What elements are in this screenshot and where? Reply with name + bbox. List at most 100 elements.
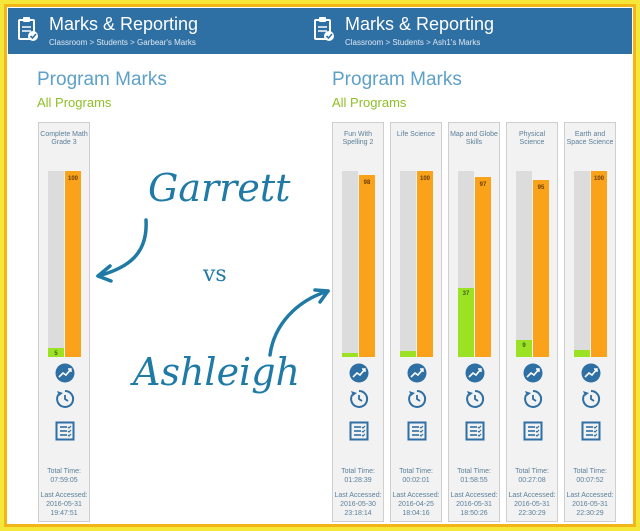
report-list-icon[interactable]	[581, 421, 601, 441]
progress-bar-green	[574, 350, 590, 357]
page-title: Marks & Reporting	[49, 14, 199, 34]
progress-bar-orange: 95	[533, 180, 549, 357]
trend-chart-icon[interactable]	[523, 363, 543, 383]
history-icon[interactable]	[581, 389, 601, 409]
program-name: Fun With Spelling 2	[342, 131, 374, 146]
program-card[interactable]: Complete Math Grade 3 5 100 Total Time: 07:5…	[38, 122, 90, 522]
trend-chart-icon[interactable]	[465, 363, 485, 383]
green-value: 5	[54, 351, 58, 357]
total-time-value: 01:28:39	[344, 477, 372, 484]
app-header: Marks & Reporting Classroom > Students >…	[8, 8, 304, 54]
report-list-icon[interactable]	[407, 421, 427, 441]
progress-bar-green: 37	[458, 288, 474, 357]
progress-track	[574, 171, 590, 357]
program-card[interactable]: Map and Globe Skills 37 97 Total Time: 01:58…	[448, 122, 500, 522]
program-name: Complete Math Grade 3	[40, 131, 88, 146]
progress-bar-green	[400, 351, 416, 357]
report-list-icon[interactable]	[55, 421, 75, 441]
curved-arrow-icon	[96, 218, 148, 283]
progress-track	[48, 171, 64, 357]
orange-value: 95	[537, 185, 545, 191]
progress-bar-green: 5	[48, 348, 64, 357]
last-accessed-time: 18:50:26	[460, 510, 488, 517]
last-accessed-time: 18:04:16	[402, 510, 430, 517]
report-list-icon[interactable]	[523, 421, 543, 441]
name-garrett: Garrett	[148, 166, 291, 210]
program-name: Earth and Space Science	[566, 131, 614, 146]
program-name: Map and Globe Skills	[450, 131, 498, 146]
history-icon[interactable]	[523, 389, 543, 409]
total-time-value: 01:58:55	[460, 477, 488, 484]
program-card[interactable]: Life Science 100 Total Time: 00:02:01 Last A…	[390, 122, 442, 522]
program-name: Physical Science	[518, 131, 546, 146]
total-time-label: Total Time:	[399, 468, 433, 475]
progress-track	[342, 171, 358, 357]
orange-value: 100	[419, 176, 430, 182]
last-accessed-label: Last Accessed:	[392, 492, 440, 499]
history-icon[interactable]	[465, 389, 485, 409]
last-accessed-time: 22:30:29	[576, 510, 604, 517]
history-icon[interactable]	[55, 389, 75, 409]
last-accessed-time: 22:30:29	[518, 510, 546, 517]
last-accessed-label: Last Accessed:	[566, 492, 614, 499]
trend-chart-icon[interactable]	[55, 363, 75, 383]
trend-chart-icon[interactable]	[581, 363, 601, 383]
progress-bar-orange: 100	[65, 171, 81, 357]
programs-filter[interactable]: All Programs	[332, 95, 407, 110]
program-card[interactable]: Fun With Spelling 2 98 Total Time: 01:28:39…	[332, 122, 384, 522]
history-icon[interactable]	[349, 389, 369, 409]
progress-bar-green	[342, 353, 358, 357]
inner-frame	[4, 4, 636, 527]
clipboard-check-icon[interactable]	[313, 16, 335, 42]
breadcrumb[interactable]: Classroom > Students > Ash1's Marks	[345, 38, 481, 47]
last-accessed-date: 2016-05-31	[46, 501, 82, 508]
orange-value: 97	[479, 182, 487, 188]
history-icon[interactable]	[407, 389, 427, 409]
program-card[interactable]: Earth and Space Science 100 Total Time: 00:…	[564, 122, 616, 522]
green-value: 37	[462, 291, 470, 297]
last-accessed-time: 23:18:14	[344, 510, 372, 517]
orange-value: 98	[363, 180, 371, 186]
report-list-icon[interactable]	[349, 421, 369, 441]
orange-value: 100	[593, 176, 604, 182]
total-time-label: Total Time:	[341, 468, 375, 475]
trend-chart-icon[interactable]	[349, 363, 369, 383]
progress-bar-orange: 100	[417, 171, 433, 357]
last-accessed-date: 2016-05-31	[456, 501, 492, 508]
last-accessed-label: Last Accessed:	[450, 492, 498, 499]
total-time-value: 00:27:08	[518, 477, 546, 484]
progress-bar-orange: 97	[475, 177, 491, 357]
program-card[interactable]: Physical Science 9 95 Total Time: 00:27:08 La…	[506, 122, 558, 522]
last-accessed-label: Last Accessed:	[40, 492, 88, 499]
program-name: Life Science	[396, 131, 436, 138]
progress-bar-green: 9	[516, 340, 532, 357]
total-time-label: Total Time:	[515, 468, 549, 475]
total-time-value: 00:02:01	[402, 477, 430, 484]
curved-arrow-icon	[268, 288, 330, 357]
total-time-label: Total Time:	[457, 468, 491, 475]
last-accessed-date: 2016-05-31	[514, 501, 550, 508]
total-time-value: 07:59:05	[50, 477, 78, 484]
trend-chart-icon[interactable]	[407, 363, 427, 383]
progress-track	[516, 171, 532, 357]
last-accessed-label: Last Accessed:	[508, 492, 556, 499]
programs-filter[interactable]: All Programs	[37, 95, 112, 110]
last-accessed-date: 2016-04-25	[398, 501, 434, 508]
breadcrumb[interactable]: Classroom > Students > Garbear's Marks	[49, 38, 196, 47]
program-marks-title: Program Marks	[332, 69, 462, 90]
app-header: Marks & Reporting Classroom > Students >…	[304, 8, 632, 54]
report-list-icon[interactable]	[465, 421, 485, 441]
progress-bar-orange: 98	[359, 175, 375, 357]
last-accessed-date: 2016-05-31	[572, 501, 608, 508]
clipboard-check-icon[interactable]	[17, 16, 39, 42]
progress-bar-orange: 100	[591, 171, 607, 357]
left-panel: Marks & Reporting Classroom > Students >…	[8, 8, 304, 523]
versus-label: vs	[203, 262, 227, 287]
green-value: 9	[522, 343, 526, 349]
last-accessed-time: 19:47:51	[50, 510, 78, 517]
last-accessed-label: Last Accessed:	[334, 492, 382, 499]
total-time-value: 00:07:52	[576, 477, 604, 484]
right-panel: Marks & Reporting Classroom > Students >…	[304, 8, 632, 523]
total-time-label: Total Time:	[47, 468, 81, 475]
